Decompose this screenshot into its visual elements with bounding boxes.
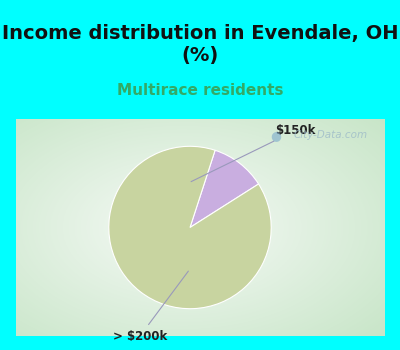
- Text: Income distribution in Evendale, OH
(%): Income distribution in Evendale, OH (%): [2, 24, 398, 65]
- Wedge shape: [190, 150, 258, 228]
- Wedge shape: [109, 146, 271, 309]
- Text: City-Data.com: City-Data.com: [294, 130, 368, 140]
- Text: $150k: $150k: [191, 124, 316, 182]
- Text: Multirace residents: Multirace residents: [117, 83, 283, 98]
- Text: > $200k: > $200k: [113, 271, 188, 343]
- Text: ●: ●: [270, 130, 281, 142]
